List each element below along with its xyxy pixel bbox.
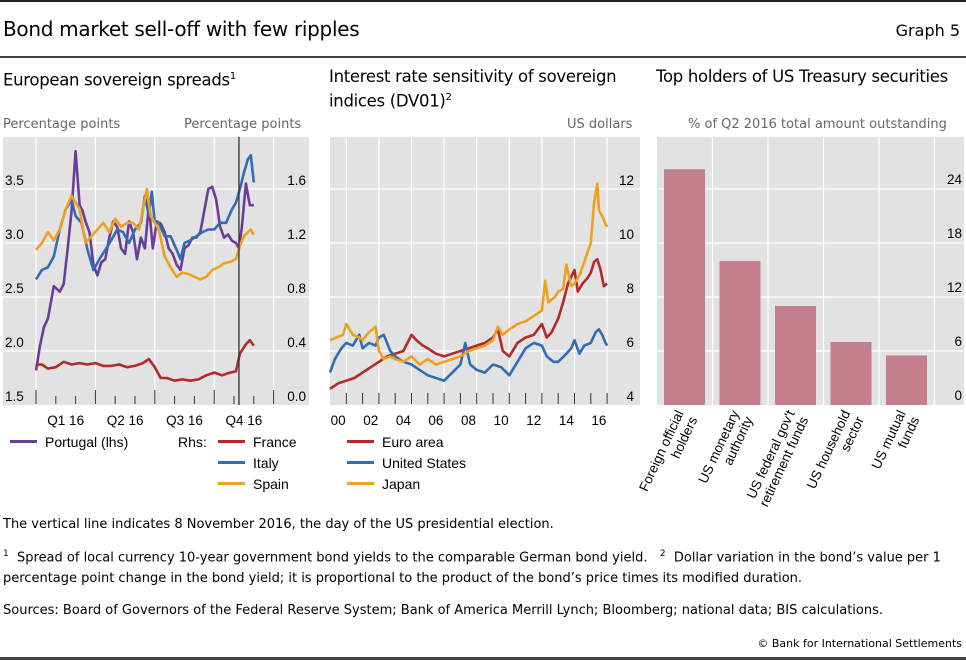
copyright: © Bank for International Settlements — [757, 637, 962, 650]
legend-label: United States — [382, 455, 467, 471]
panel2-unit: US dollars — [567, 117, 633, 132]
y-tick-label-left: 3.0 — [5, 227, 24, 242]
footnote2-text: Dollar variation in the bond’s value per… — [3, 550, 941, 587]
y-tick-label-left: 2.5 — [5, 281, 24, 296]
bar-3 — [775, 306, 816, 405]
series-line-japan — [329, 182, 609, 366]
x-tick-label: Q3 16 — [166, 413, 203, 428]
x-tick-label: Q2 16 — [107, 413, 144, 428]
legend-label: Japan — [382, 476, 421, 492]
panel3-title: Top holders of US Treasury securities — [656, 67, 948, 86]
x-tick-label: Q1 16 — [47, 413, 84, 428]
x-category-label: Foreign officialholders — [636, 408, 700, 500]
y-tick-label: 4 — [626, 389, 634, 404]
panel2-title-text: Interest rate sensitivity of sovereign i… — [329, 67, 617, 111]
legend-swatch — [218, 481, 245, 485]
charts-canvas: 1.5 2.0 2.5 3.0 3.5 0.0 0.4 0.8 1.2 1.6 Q1 16 Q2 16… — [3, 137, 964, 509]
series-line-united-states — [328, 328, 609, 383]
legend-swatch — [218, 460, 245, 464]
panel1-title-text: European sovereign spreads — [3, 70, 230, 90]
graph-title: Bond market sell-off with few ripples — [3, 17, 360, 41]
y-tick-label-right: 0.8 — [287, 281, 306, 296]
footnote-mark: 1 — [229, 71, 236, 82]
y-tick-label-right: 1.2 — [287, 227, 306, 242]
y-tick-label-left: 3.5 — [5, 173, 24, 188]
plot-area — [3, 137, 309, 405]
legend-swatch — [347, 481, 374, 485]
y-tick-label-left: 2.0 — [5, 335, 24, 350]
legend-swatch — [347, 460, 374, 464]
graph-number: Graph 5 — [895, 21, 960, 40]
legend-spain: Spain — [218, 476, 289, 492]
bar-5 — [886, 355, 927, 405]
y-tick-label: 0 — [954, 388, 962, 403]
bar-4 — [830, 342, 872, 405]
legend-swatch — [10, 439, 37, 443]
footnote2-mark: 2 — [659, 549, 666, 559]
legend-united-states: United States — [347, 455, 466, 471]
x-tick-label: 14 — [559, 413, 575, 428]
x-tick-label: 08 — [461, 413, 476, 428]
legend-swatch — [218, 439, 245, 443]
vertical-line-note: The vertical line indicates 8 November 2… — [3, 517, 554, 532]
panel2-title: Interest rate sensitivity of sovereign i… — [329, 66, 629, 112]
x-category-label: US monetaryauthority — [695, 408, 756, 492]
panel1-right-unit: Percentage points — [184, 117, 302, 132]
x-category-label: US mutualfunds — [868, 408, 922, 478]
x-tick-label: 16 — [591, 413, 606, 428]
x-tick-label: 12 — [526, 413, 541, 428]
legend-swatch — [347, 439, 374, 443]
series-line-spain — [35, 187, 255, 281]
legend-label: Euro area — [382, 434, 444, 450]
legend-rhs-label: Rhs: — [178, 434, 207, 450]
legend-label: France — [253, 434, 297, 450]
y-tick-label: 8 — [626, 281, 634, 296]
y-tick-label-left: 1.5 — [5, 389, 24, 404]
legend-euro-area: Euro area — [347, 434, 443, 450]
x-tick-label: 06 — [428, 413, 443, 428]
x-tick-label: 00 — [331, 413, 346, 428]
series-line-italy — [34, 154, 256, 281]
y-tick-label: 18 — [947, 226, 962, 241]
legend-label: Portugal (lhs) — [45, 434, 129, 450]
y-tick-label: 12 — [619, 173, 634, 188]
panel1-chart: 1.5 2.0 2.5 3.0 3.5 0.0 0.4 0.8 1.2 1.6 Q1 16 Q2 16… — [3, 137, 309, 428]
y-tick-label-right: 0.4 — [287, 335, 306, 350]
y-tick-label: 6 — [626, 335, 634, 350]
footnotes: 1 Spread of local currency 10-year gover… — [3, 544, 963, 589]
legend-france: France — [218, 434, 297, 450]
legend-label: Spain — [253, 476, 289, 492]
x-tick-label: 10 — [494, 413, 509, 428]
panel2-chart: 4 6 8 10 12 00 02 04 06 08 10 12 14 16 — [328, 137, 640, 428]
series-line-france — [36, 338, 255, 383]
x-category-label: US householdsector — [804, 407, 867, 497]
legend-label: Italy — [253, 455, 279, 471]
legend-portugal: Portugal (lhs) — [10, 434, 128, 450]
bar-1 — [664, 169, 705, 405]
x-tick-label: Q4 16 — [226, 413, 263, 428]
top-rule — [0, 0, 966, 2]
panel3-unit: % of Q2 2016 total amount outstanding — [688, 117, 947, 132]
sources-note: Sources: Board of Governors of the Feder… — [3, 603, 883, 618]
header-rule — [0, 56, 966, 58]
y-tick-label: 6 — [954, 334, 962, 349]
footnote1-mark: 1 — [3, 549, 9, 559]
y-tick-label: 12 — [947, 280, 962, 295]
y-tick-label: 10 — [619, 227, 634, 242]
y-tick-label-right: 1.6 — [287, 173, 306, 188]
y-tick-label: 24 — [947, 172, 963, 187]
y-tick-label-right: 0.0 — [287, 389, 306, 404]
legend-japan: Japan — [347, 476, 420, 492]
panel1-title: European sovereign spreads1 — [3, 66, 236, 91]
bar-2 — [719, 261, 761, 405]
legend-italy: Italy — [218, 455, 279, 471]
panel1-left-unit: Percentage points — [3, 117, 121, 132]
x-tick-label: 02 — [363, 413, 378, 428]
footnote1-text: Spread of local currency 10-year governm… — [17, 550, 648, 566]
bottom-rule — [0, 657, 966, 660]
footnote-mark: 2 — [445, 92, 452, 103]
x-tick-label: 04 — [396, 413, 412, 428]
